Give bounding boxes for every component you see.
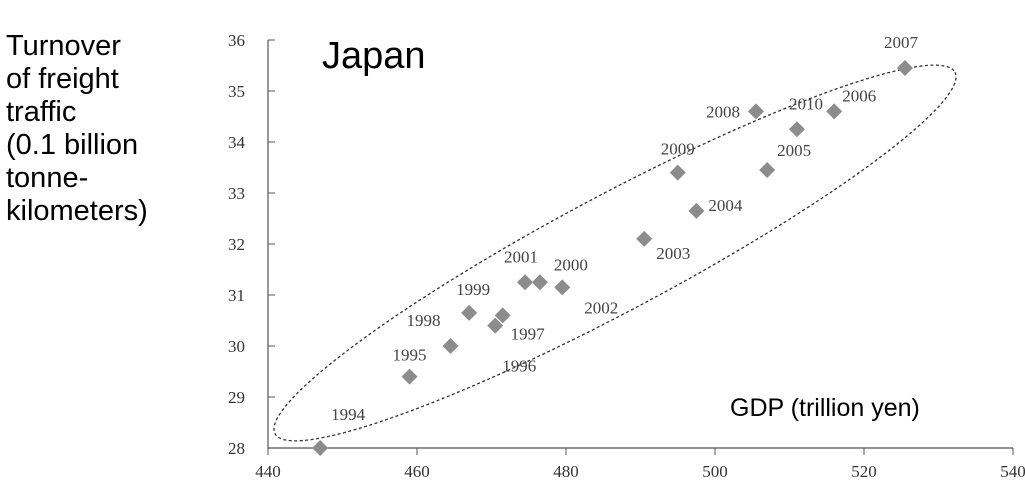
y-tick-label: 34: [228, 133, 246, 152]
data-point-label: 1996: [502, 357, 536, 376]
y-tick-label: 36: [228, 31, 245, 50]
y-axis-label: Turnover of freight traffic (0.1 billion…: [6, 30, 206, 228]
data-point-marker: [487, 317, 504, 334]
data-point-marker: [669, 164, 686, 181]
data-point-label: 1999: [456, 280, 490, 299]
data-point-label: 1995: [393, 346, 427, 365]
y-axis-label-line: (0.1 billion: [6, 129, 139, 161]
x-tick-label: 520: [851, 462, 877, 481]
data-point-marker: [747, 103, 764, 120]
y-axis-label-line: kilometers): [6, 195, 148, 227]
data-point-label: 2005: [777, 141, 811, 160]
y-tick-label: 33: [228, 184, 245, 203]
data-points: 1994 1995 1996 1997 1998 1999 2000 2001 2002 2003…: [312, 33, 918, 456]
y-tick-label: 29: [228, 388, 245, 407]
y-tick-label: 30: [228, 337, 245, 356]
data-point-label: 1997: [511, 324, 546, 343]
data-point-label: 1994: [331, 405, 366, 424]
y-tick-label: 31: [228, 286, 245, 305]
data-point-label: 2004: [708, 196, 743, 215]
x-tick-label: 540: [1000, 462, 1025, 481]
x-tick-label: 500: [702, 462, 728, 481]
data-point-label: 2008: [706, 102, 740, 121]
data-point-marker: [401, 368, 418, 385]
data-point-marker: [517, 274, 534, 291]
chart-title: Japan: [322, 35, 426, 77]
axes: 28 29 30 31 32 33 34 35 36 440 460 480 500 520 540: [228, 31, 1025, 481]
data-point-marker: [554, 279, 571, 296]
data-point-marker: [826, 103, 843, 120]
y-tick-label: 32: [228, 235, 245, 254]
data-point-marker: [442, 338, 459, 354]
data-point-marker: [688, 202, 705, 219]
data-point-label: 1998: [407, 311, 441, 330]
x-axis-label: GDP (trillion yen): [730, 394, 920, 422]
data-point-marker: [494, 307, 511, 324]
data-point-label: 2000: [554, 255, 588, 274]
data-point-label: 2001: [504, 247, 538, 266]
data-point-label: 2007: [884, 33, 919, 52]
data-point-marker: [531, 274, 548, 291]
y-axis-label-line: Turnover: [6, 30, 121, 62]
data-point-label: 2009: [661, 140, 695, 159]
y-tick-label: 28: [228, 439, 245, 458]
data-point-marker: [759, 162, 776, 179]
data-point-marker: [788, 121, 805, 138]
x-tick-label: 480: [553, 462, 579, 481]
y-tick-label: 35: [228, 82, 245, 101]
data-point-marker: [312, 440, 329, 456]
data-point-marker: [636, 230, 653, 247]
data-point-marker: [461, 304, 478, 321]
data-point-marker: [896, 60, 913, 77]
y-axis-label-line: tonne-: [6, 162, 89, 194]
data-point-label: 2006: [842, 86, 876, 105]
x-tick-label: 460: [404, 462, 430, 481]
data-point-label: 2010: [789, 94, 823, 113]
y-axis-label-line: of freight: [6, 63, 119, 95]
y-axis-label-line: traffic: [6, 96, 77, 128]
data-point-label: 2002: [584, 298, 618, 317]
x-tick-label: 440: [255, 462, 281, 481]
data-point-label: 2003: [656, 244, 690, 263]
